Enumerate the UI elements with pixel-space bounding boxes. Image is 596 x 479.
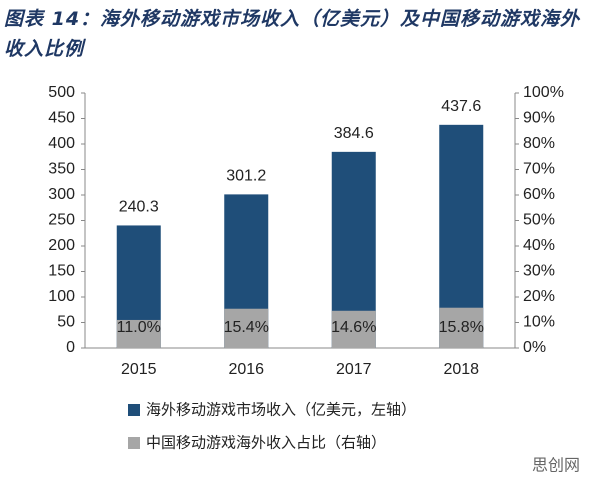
watermark: 思创网 [532, 456, 580, 475]
value-label: 15.8% [439, 319, 484, 336]
y-tick-label: 0 [66, 339, 75, 356]
y-tick-label: 250 [48, 212, 75, 229]
y-tick-label: 500 [48, 84, 75, 101]
legend-label: 海外移动游戏市场收入（亿美元，左轴） [146, 401, 416, 419]
y2-tick-label: 90% [523, 110, 555, 127]
x-tick-label: 2015 [121, 361, 157, 378]
bar [331, 310, 376, 348]
y-tick-label: 350 [48, 161, 75, 178]
value-label: 15.4% [224, 319, 269, 336]
value-label: 301.2 [226, 168, 266, 185]
y2-tick-label: 40% [523, 237, 555, 254]
y-tick-label: 300 [48, 186, 75, 203]
value-label: 240.3 [119, 199, 159, 216]
value-label: 14.6% [331, 319, 376, 336]
y-tick-label: 200 [48, 237, 75, 254]
y-tick-label: 450 [48, 110, 75, 127]
y2-tick-label: 10% [523, 314, 555, 331]
y2-tick-label: 20% [523, 288, 555, 305]
y-tick-label: 100 [48, 288, 75, 305]
value-label: 384.6 [334, 125, 374, 142]
bar [439, 307, 484, 348]
y-tick-label: 150 [48, 263, 75, 280]
y-tick-label: 50 [57, 314, 75, 331]
x-tick-label: 2016 [228, 361, 264, 378]
y2-tick-label: 70% [523, 161, 555, 178]
value-label: 437.6 [441, 98, 481, 115]
y2-tick-label: 80% [523, 135, 555, 152]
y2-tick-label: 100% [523, 84, 564, 101]
bar [224, 308, 269, 348]
y-tick-label: 400 [48, 135, 75, 152]
legend-swatch [128, 404, 140, 416]
y2-tick-label: 60% [523, 186, 555, 203]
legend-label: 中国移动游戏海外收入占比（右轴） [146, 434, 386, 452]
chart-title: 图表 14：海外移动游戏市场收入（亿美元）及中国移动游戏海外收入比例 [4, 8, 581, 60]
y2-tick-label: 0% [523, 339, 546, 356]
x-tick-label: 2017 [336, 361, 372, 378]
legend-swatch [128, 437, 140, 449]
y2-tick-label: 50% [523, 212, 555, 229]
y2-tick-label: 30% [523, 263, 555, 280]
x-tick-label: 2018 [443, 361, 479, 378]
value-label: 11.0% [117, 319, 161, 336]
bar [116, 319, 161, 348]
